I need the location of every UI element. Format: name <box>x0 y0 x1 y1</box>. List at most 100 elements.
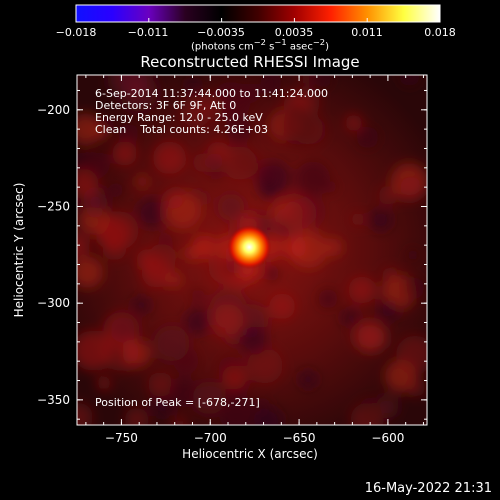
image-texture-blob <box>252 406 283 425</box>
y-tick-label: −350 <box>37 393 70 407</box>
image-texture-blob <box>295 161 331 196</box>
image-texture-blob <box>280 195 317 232</box>
image-texture-blob <box>192 381 226 415</box>
image-texture-blob <box>256 161 291 196</box>
image-texture-blob <box>219 395 256 425</box>
image-texture-blob <box>396 335 427 374</box>
image-texture-blob <box>169 378 199 408</box>
image-texture-blob <box>136 197 168 229</box>
image-texture-blob <box>163 191 202 229</box>
image-texture-blob <box>402 277 425 299</box>
image-texture-blob <box>399 75 420 87</box>
y-axis-label: Heliocentric Y (arcsec) <box>12 183 26 318</box>
image-texture-blob <box>77 330 112 371</box>
image-texture-blob <box>298 370 318 389</box>
image-texture-blob <box>124 407 149 425</box>
image-texture-blob <box>318 288 338 309</box>
colorbar-units: (photons cm−2 s−1 asec−2) <box>190 37 330 53</box>
x-tick-label: −650 <box>283 431 316 445</box>
image-texture-blob <box>173 348 199 374</box>
info-energy-range: Energy Range: 12.0 - 25.0 keV <box>95 111 263 124</box>
image-texture-blob <box>83 151 110 178</box>
x-tick-label: −600 <box>371 431 404 445</box>
image-texture-blob <box>264 265 280 282</box>
y-axis: −200 −250 −300 −350 <box>37 89 427 420</box>
y-tick-label: −300 <box>37 296 70 310</box>
image-structure <box>77 75 427 425</box>
image-texture-blob <box>77 233 90 258</box>
colorbar-tick-label: −0.011 <box>127 26 169 39</box>
image-texture-blob <box>348 276 376 304</box>
image-texture-blob <box>109 314 139 343</box>
image-texture-blob <box>192 235 217 260</box>
image-texture-blob <box>153 141 186 175</box>
image-texture-blob <box>353 320 385 353</box>
image-texture-blob <box>406 378 426 397</box>
image-texture-blob <box>184 307 212 336</box>
image-texture-blob <box>282 235 307 260</box>
image-texture-blob <box>217 193 245 221</box>
image-texture-blob <box>147 371 174 398</box>
image-texture-blob <box>180 96 212 128</box>
image-texture-blob <box>369 208 392 232</box>
colorbar-tick-label: −0.0035 <box>197 26 245 39</box>
image-texture-blob <box>269 293 296 320</box>
info-time-range: 6-Sep-2014 11:37:44.000 to 11:41:24.000 <box>95 87 328 100</box>
colorbar-tick-label: −0.018 <box>55 26 97 39</box>
image-texture-blob <box>210 303 244 338</box>
image-texture-blob <box>222 146 257 180</box>
image-texture-blob <box>247 347 283 384</box>
image-texture-blob <box>378 186 398 206</box>
image-texture-blob <box>107 75 141 96</box>
image-texture-blob <box>406 248 420 262</box>
image-texture-blob <box>96 217 130 251</box>
x-tick-label: −750 <box>105 431 138 445</box>
image-texture-blob <box>345 114 362 132</box>
colorbar-tick-label: 0.0035 <box>274 26 314 39</box>
image-texture-blob <box>112 141 137 166</box>
image-texture-blob <box>190 288 206 303</box>
image-texture-blob <box>151 397 171 417</box>
image-texture-blob <box>377 299 400 322</box>
footer-date: 16-May-2022 21:31 <box>364 481 492 496</box>
x-axis-label: Heliocentric X (arcsec) <box>182 447 318 461</box>
image-texture-blob <box>77 113 102 145</box>
y-tick-label: −250 <box>37 199 70 213</box>
image-texture-blob <box>225 261 239 274</box>
colorbar-tick-label: 0.011 <box>351 26 383 39</box>
x-tick-label: −700 <box>194 431 227 445</box>
image-texture-blob <box>226 117 252 143</box>
chart-title: Reconstructed RHESSI Image <box>140 53 360 71</box>
image-texture-blob <box>119 123 139 144</box>
image-texture-blob <box>260 75 282 94</box>
image-texture-blob <box>324 238 343 257</box>
image-texture-blob <box>77 256 104 289</box>
colorbar-svg <box>75 4 441 23</box>
info-method-counts: Clean Total counts: 4.26E+03 <box>95 123 269 136</box>
image-texture-blob <box>185 77 200 92</box>
image-texture-blob <box>193 153 213 173</box>
image-texture-blob <box>299 75 313 84</box>
image-texture-blob <box>122 339 151 368</box>
image-texture-blob <box>239 326 268 355</box>
colorbar: −0.018 −0.011 −0.0035 0.0035 0.011 0.018… <box>0 0 500 52</box>
info-detectors: Detectors: 3F 6F 9F, Att 0 <box>95 99 237 112</box>
image-texture-blob <box>359 397 383 421</box>
image-texture-blob <box>390 162 427 200</box>
image-texture-blob <box>77 402 94 425</box>
colorbar-gradient <box>75 4 441 23</box>
colorbar-tick-label: 0.018 <box>424 26 456 39</box>
image-texture-blob <box>341 308 359 327</box>
y-tick-label: −200 <box>37 103 70 117</box>
image-texture-blob <box>141 258 171 288</box>
image-texture-blob <box>254 397 270 413</box>
peak-source <box>227 225 272 270</box>
image-texture-blob <box>158 233 174 249</box>
image-texture-blob <box>135 174 149 188</box>
info-peak-position: Position of Peak = [-678,-271] <box>95 396 260 409</box>
image-texture-blob <box>222 365 247 390</box>
image-texture-blob <box>132 295 151 315</box>
image-texture-blob <box>96 376 112 391</box>
image-texture-blob <box>356 126 379 149</box>
